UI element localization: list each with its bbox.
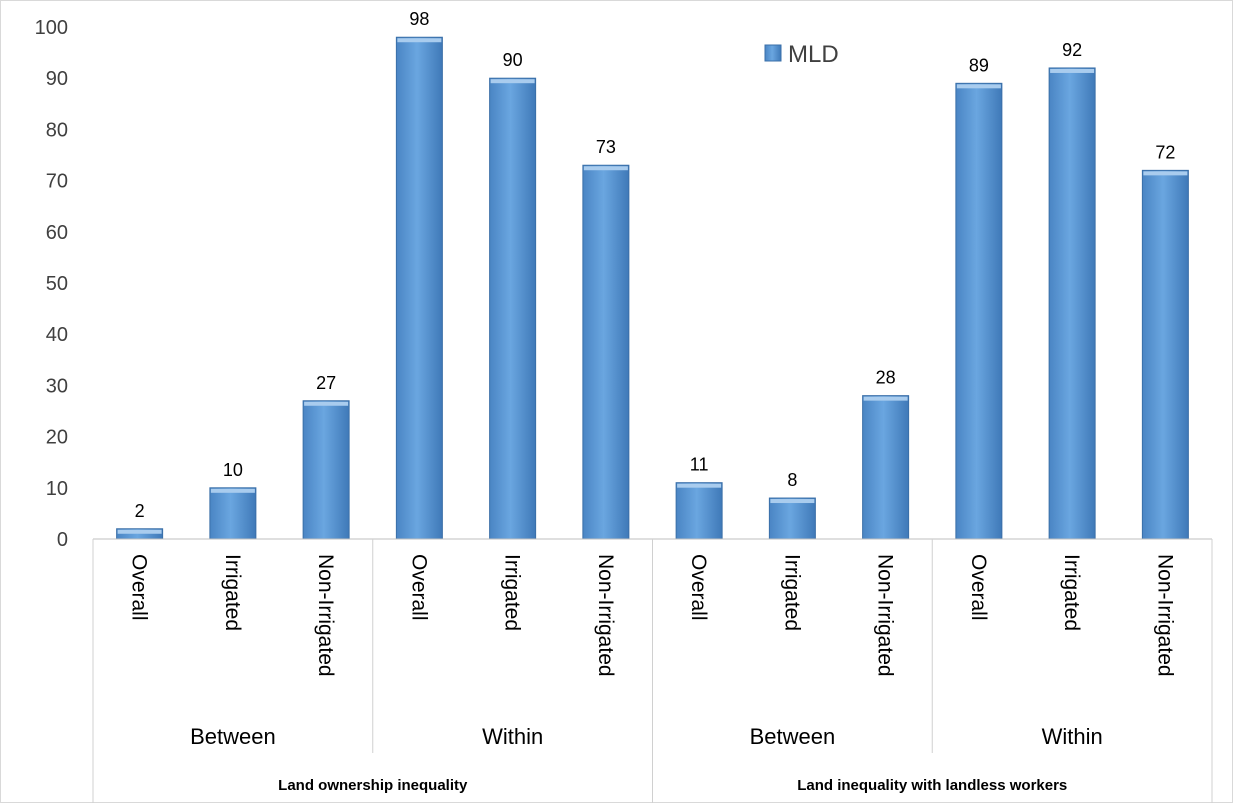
- x-tick-label: Irrigated: [221, 554, 244, 631]
- x-axis: Overall Irrigated Non-Irrigated Overall Irri…: [92, 538, 1213, 803]
- data-label: 8: [787, 470, 797, 490]
- bar-highlight: [1143, 171, 1188, 176]
- bar: [209, 487, 257, 540]
- y-tick-label: 10: [46, 478, 68, 500]
- data-label: 90: [503, 50, 523, 70]
- y-tick-label: 0: [57, 529, 68, 551]
- legend-swatch: [764, 44, 782, 62]
- bar-highlight: [397, 38, 442, 43]
- data-label: 72: [1155, 142, 1175, 162]
- y-tick-label: 80: [46, 119, 68, 141]
- data-label: 11: [690, 455, 709, 475]
- bar-highlight: [304, 401, 349, 406]
- x-tick-label: Overall: [128, 554, 151, 621]
- bar-highlight: [210, 488, 255, 493]
- bar: [955, 82, 1003, 540]
- bars-layer: 2 10 27 98 90 73 11 8 28 89 92 72: [116, 9, 1189, 540]
- bar: [1048, 67, 1096, 540]
- y-tick-label: 30: [46, 375, 68, 397]
- x-tick-label: Irrigated: [1060, 554, 1083, 631]
- data-label: 92: [1062, 40, 1082, 60]
- x-tick-label: Non-Irrigated: [314, 554, 337, 677]
- group-label: Between: [190, 724, 276, 749]
- top-group-label: Land ownership inequality: [278, 777, 468, 794]
- y-tick-label: 20: [46, 427, 68, 449]
- legend-label: MLD: [788, 41, 839, 68]
- bar-highlight: [490, 79, 535, 84]
- y-tick-label: 100: [35, 17, 68, 39]
- x-tick-label: Non-Irrigated: [1153, 554, 1176, 677]
- y-tick-label: 50: [46, 273, 68, 295]
- bar: [489, 77, 537, 540]
- x-tick-label: Overall: [967, 554, 990, 621]
- bar-highlight: [677, 483, 722, 488]
- bar-highlight: [956, 84, 1001, 89]
- x-tick-label: Overall: [687, 554, 710, 621]
- x-tick-label: Non-Irrigated: [874, 554, 897, 677]
- bar-highlight: [1050, 68, 1095, 73]
- bar: [302, 400, 350, 540]
- y-tick-label: 40: [46, 324, 68, 346]
- data-label: 2: [135, 501, 145, 521]
- bar-highlight: [117, 529, 162, 534]
- x-tick-label: Irrigated: [501, 554, 524, 631]
- y-tick-label: 70: [46, 171, 68, 193]
- y-tick-label: 60: [46, 222, 68, 244]
- bar-highlight: [583, 166, 628, 171]
- bar: [768, 497, 816, 540]
- bar: [395, 36, 443, 540]
- bar: [675, 482, 723, 540]
- top-group-label: Land inequality with landless workers: [797, 777, 1067, 794]
- group-label: Within: [482, 724, 543, 749]
- data-label: 27: [316, 373, 336, 393]
- y-tick-label: 90: [46, 68, 68, 90]
- y-axis: 0 10 20 30 40 50 60 70 80 90 100: [35, 17, 68, 551]
- x-tick-label: Non-Irrigated: [594, 554, 617, 677]
- data-label: 10: [223, 460, 243, 480]
- bar-highlight: [863, 396, 908, 401]
- group-label: Within: [1042, 724, 1103, 749]
- data-label: 28: [876, 368, 896, 388]
- legend: MLD: [764, 41, 839, 68]
- bar: [1141, 169, 1189, 540]
- data-label: 89: [969, 55, 989, 75]
- group-label: Between: [750, 724, 836, 749]
- data-label: 98: [409, 9, 429, 29]
- data-label: 73: [596, 137, 616, 157]
- bar: [582, 164, 630, 540]
- x-tick-label: Irrigated: [780, 554, 803, 631]
- x-tick-label: Overall: [407, 554, 430, 621]
- bar: [862, 395, 910, 540]
- bar-highlight: [770, 499, 815, 504]
